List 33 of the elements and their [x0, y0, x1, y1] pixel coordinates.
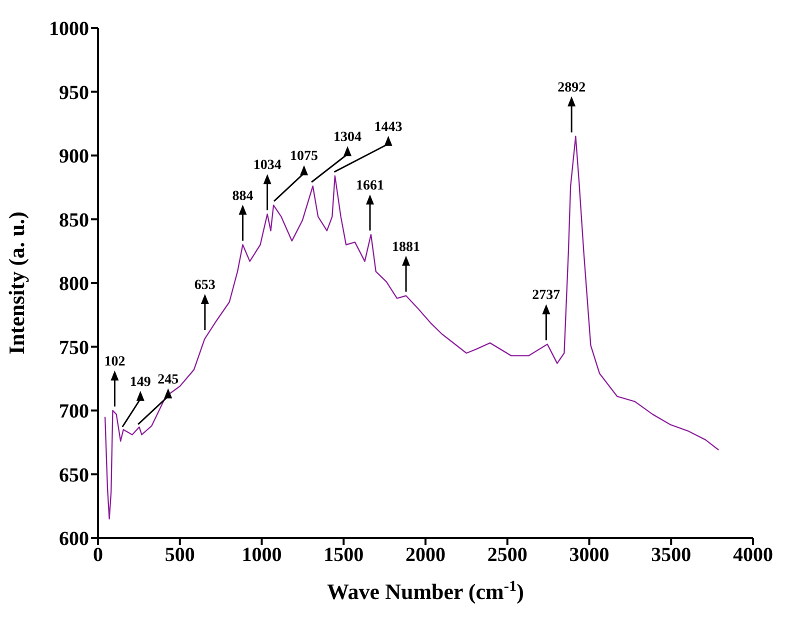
annotation: 1075 — [290, 149, 318, 164]
annotation: 102 — [104, 354, 126, 370]
x-tick-label: 2500 — [487, 544, 528, 566]
annotation: 1034 — [253, 158, 282, 174]
annotation: 149 — [130, 374, 151, 390]
y-tick-label: 850 — [59, 209, 89, 232]
x-tick-label: 4000 — [733, 544, 773, 566]
annotation: 2892 — [558, 80, 586, 96]
x-tick-label: 1500 — [324, 544, 364, 566]
annotation: 1443 — [374, 120, 402, 135]
y-tick-label: 750 — [59, 336, 89, 359]
x-tick-label: 3000 — [569, 544, 610, 566]
y-tick-label: 1000 — [49, 18, 89, 40]
y-tick-label: 600 — [59, 528, 89, 550]
annotation: 1661 — [356, 178, 384, 194]
y-tick-label: 650 — [59, 464, 89, 486]
annotation: 1304 — [334, 130, 362, 146]
annotation: 653 — [194, 278, 216, 293]
x-tick-label: 500 — [164, 544, 195, 566]
y-tick-label: 800 — [59, 273, 89, 296]
y-tick-label: 950 — [59, 82, 89, 104]
x-tick-label: 2000 — [406, 544, 446, 566]
x-tick-label: 3500 — [651, 544, 692, 566]
x-tick-label: 1000 — [242, 544, 282, 566]
y-tick-label: 700 — [59, 400, 89, 423]
y-tick-label: 900 — [59, 146, 89, 168]
annotation: 245 — [158, 372, 179, 388]
x-tick-label: 0 — [93, 544, 103, 566]
y-axis-title: Intensity (a. u.) — [4, 211, 29, 355]
annotation: 1881 — [392, 240, 420, 255]
x-axis-title: Wave Number (cm$^{-1}$) — [327, 578, 524, 604]
annotation: 2737 — [532, 288, 560, 304]
annotation: 884 — [232, 188, 254, 204]
